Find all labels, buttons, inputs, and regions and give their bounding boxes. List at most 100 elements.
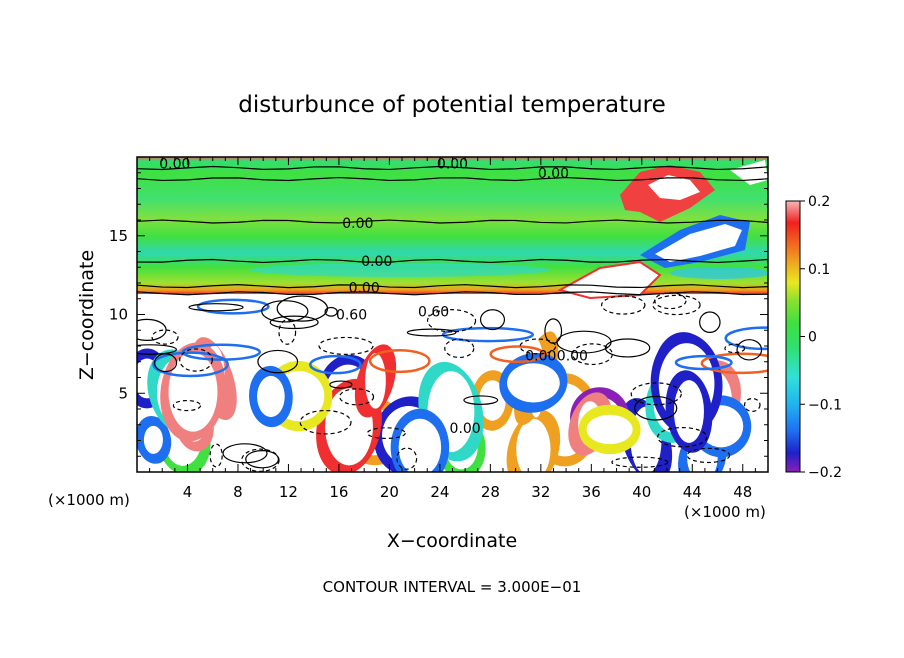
contour-loop xyxy=(278,319,297,345)
anomaly-ribbon xyxy=(309,354,362,375)
x-tick-label: 32 xyxy=(531,483,550,501)
x-axis-label: X−coordinate xyxy=(387,530,517,552)
colorbar xyxy=(785,200,801,473)
x-axis-ticks: 4 8 12 16 20 24 28 32 36 40 44 48 xyxy=(149,157,756,501)
x-tick-label: 16 xyxy=(329,483,348,501)
contour-loop xyxy=(222,443,268,464)
x-tick-label: 44 xyxy=(683,483,702,501)
anomaly-blob-core xyxy=(516,418,551,472)
contour-loop xyxy=(396,447,418,470)
contour-loop xyxy=(324,306,338,317)
contour-loop xyxy=(172,399,202,412)
anomaly-blob-core xyxy=(507,363,560,403)
anomaly-blob-core xyxy=(257,375,285,418)
contour-label: 0.00 xyxy=(538,166,569,182)
contour-loop xyxy=(736,339,763,361)
anomaly-core xyxy=(730,160,768,185)
anomaly-ribbon xyxy=(181,343,262,361)
anomaly-blob-core xyxy=(398,418,442,472)
anomaly-blob-core xyxy=(365,353,386,409)
contour-label: 0.60 xyxy=(336,308,367,324)
x-tick-label: 8 xyxy=(233,483,243,501)
y-tick-label: 15 xyxy=(109,227,128,245)
anomaly-ribbon xyxy=(674,354,733,371)
contour-loop xyxy=(652,294,701,316)
anomaly-patch xyxy=(557,260,662,300)
contour-line xyxy=(137,165,768,171)
anomaly-core xyxy=(655,224,742,262)
contour-loop xyxy=(137,318,167,341)
x-tick-label: 48 xyxy=(733,483,752,501)
y-tick-label: 5 xyxy=(118,384,128,402)
colorbar-tick-label: 0.1 xyxy=(808,262,830,278)
colorbar-tick-label: 0 xyxy=(808,330,817,346)
contour-loop xyxy=(611,456,669,468)
contour-loop xyxy=(656,426,708,448)
contour-label: 0.00 xyxy=(349,281,380,297)
x-tick-label: 40 xyxy=(632,483,651,501)
contour-label: 0.00 xyxy=(557,348,588,364)
anomaly-blob-core xyxy=(479,380,506,421)
anomaly-ribbon xyxy=(489,345,546,364)
contour-line xyxy=(137,219,768,224)
x-tick-label: 4 xyxy=(183,483,193,501)
contour-loop xyxy=(686,447,731,464)
contour-loop xyxy=(366,427,406,440)
anomaly-ribbon xyxy=(700,352,768,375)
turbulent-blobs xyxy=(137,298,768,472)
anomaly-ribbon xyxy=(152,351,229,378)
contour-loop xyxy=(318,336,374,355)
contour-loop xyxy=(151,329,179,345)
contour-line xyxy=(137,176,768,182)
contour-label: 0.00 xyxy=(342,216,373,232)
colorbar-ticks: 0.2 0.1 0 −0.1 −0.2 xyxy=(800,194,842,481)
contour-loop xyxy=(724,343,746,354)
anomaly-blob-core xyxy=(143,425,163,454)
contour-loop xyxy=(269,315,319,330)
contour-loop xyxy=(634,395,678,421)
y-axis-ticks: 5 10 15 xyxy=(109,172,768,457)
x-unit-right: (×1000 m) xyxy=(684,503,766,521)
anomaly-core xyxy=(648,175,700,200)
contour-loop xyxy=(426,309,477,333)
anomaly-blob-core xyxy=(168,352,218,432)
contour-loop xyxy=(188,303,244,312)
x-unit-left: (×1000 m) xyxy=(48,491,130,509)
contour-loop xyxy=(154,353,178,373)
x-tick-label: 36 xyxy=(582,483,601,501)
contour-loop xyxy=(299,409,352,435)
anomaly-ribbon xyxy=(724,326,768,351)
contour-loop xyxy=(519,338,557,355)
contour-loop xyxy=(329,380,353,389)
contour-labels: 0.00 0.000.000.000.000.000.60 0.600.00 0.00… xyxy=(159,156,588,437)
contour-loop xyxy=(630,382,682,406)
contour-loop xyxy=(463,395,499,405)
contour-loop xyxy=(654,292,687,310)
colorbar-tick-label: 0.2 xyxy=(808,194,830,210)
x-tick-label: 12 xyxy=(279,483,298,501)
contour-label: 0.00 xyxy=(450,421,481,437)
y-tick-label: 10 xyxy=(109,306,128,324)
contour-loop xyxy=(137,344,177,355)
contour-label: 0.00 xyxy=(159,156,190,172)
contour-interval-note: CONTOUR INTERVAL = 3.000E−01 xyxy=(323,578,582,596)
contour-loop xyxy=(257,349,299,374)
contour-line xyxy=(137,291,768,296)
contour-loop xyxy=(601,295,646,315)
contour-loop xyxy=(276,295,329,322)
contour-loop xyxy=(479,309,506,331)
anomaly-blob-core xyxy=(673,380,704,443)
colorbar-tick-label: −0.1 xyxy=(808,397,842,413)
contour-line xyxy=(137,258,768,264)
y-axis-label: Z−coordinate xyxy=(76,250,98,380)
contour-label: 0.00 xyxy=(437,156,468,172)
cyan-streak xyxy=(250,263,550,277)
contour-loop xyxy=(406,328,457,337)
contour-label: 0.00 xyxy=(361,254,392,270)
x-tick-label: 24 xyxy=(430,483,449,501)
contour-line xyxy=(137,284,768,289)
contour-loop xyxy=(743,397,761,412)
field-area: 0.00 0.000.000.000.000.000.60 0.600.00 0.00… xyxy=(137,156,768,472)
